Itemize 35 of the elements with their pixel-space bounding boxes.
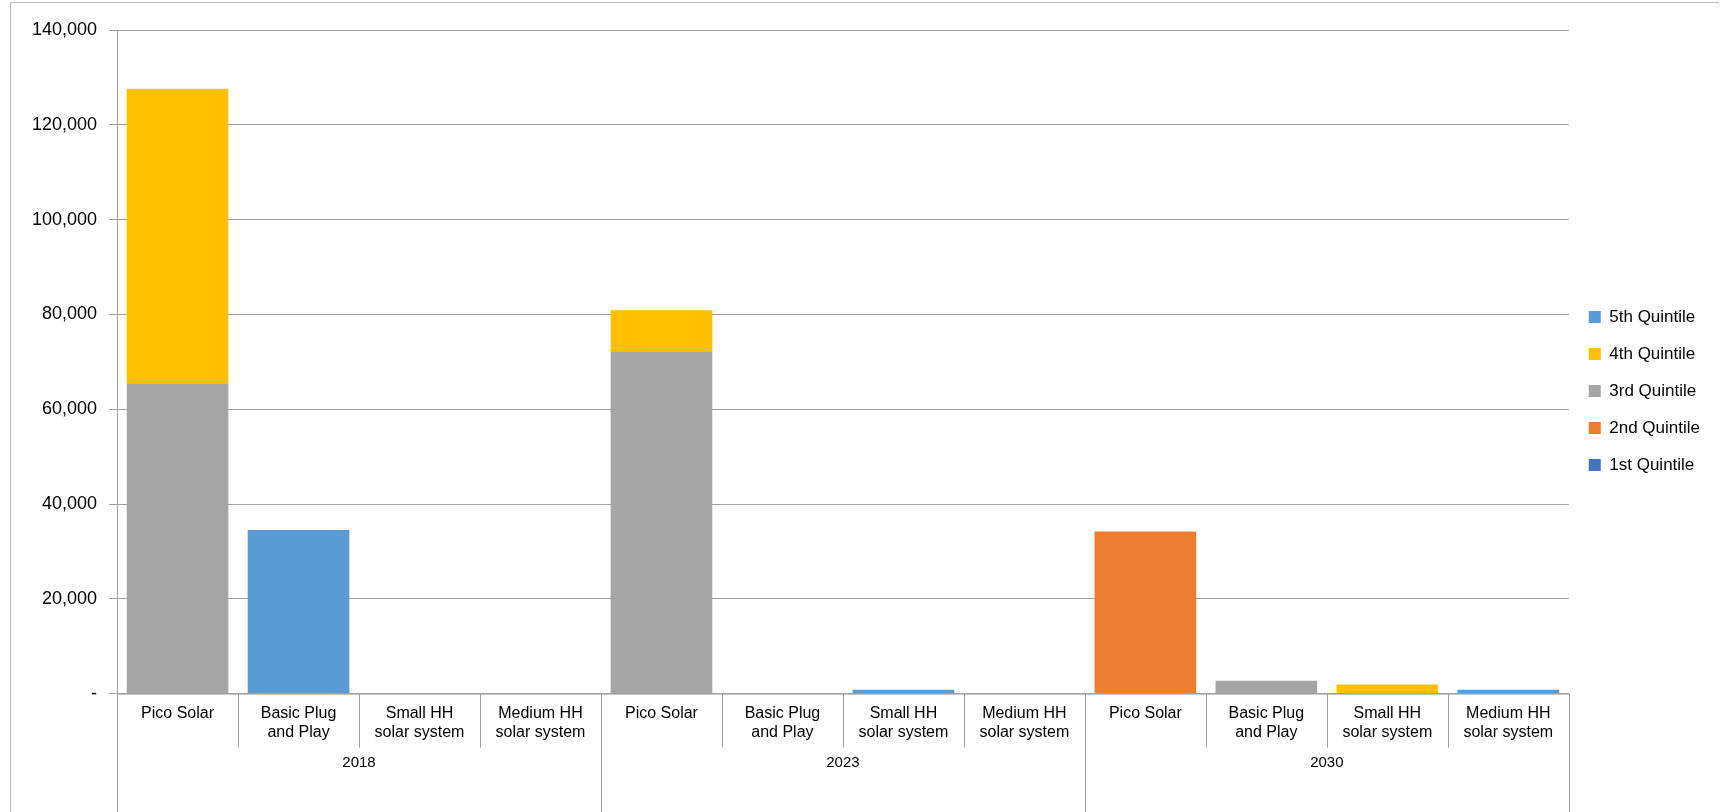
legend-label: 5th Quintile (1609, 306, 1696, 326)
legend-label: 1st Quintile (1609, 454, 1695, 474)
text: 2018 (342, 752, 376, 770)
x-tick-label: Basic Plug and Play (260, 703, 337, 740)
y-tick-label: 140,000 (31, 18, 98, 39)
x-tick-label: Pico Solar (624, 703, 699, 721)
bar (1457, 689, 1560, 694)
bar (1094, 531, 1197, 694)
x-tick-label: Pico Solar (141, 703, 215, 721)
bar (1336, 684, 1439, 694)
y-tick-label: 120,000 (31, 113, 98, 134)
legend-label: 4th Quintile (1609, 343, 1696, 363)
bar (852, 689, 955, 694)
bar (126, 88, 229, 384)
x-tick-label: Small HH solar system (858, 703, 949, 740)
legend-label: 3rd Quintile (1609, 380, 1697, 400)
bar (247, 530, 350, 694)
y-tick-label: - (91, 682, 98, 703)
y-tick-label: 100,000 (31, 208, 98, 229)
bar (610, 310, 713, 352)
x-tick-label: Medium HH solar system (979, 703, 1070, 740)
x-tick-label: Basic Plug and Play (744, 703, 821, 740)
x-tick-label: Medium HH solar system (495, 703, 586, 740)
y-tick-label: 40,000 (42, 492, 98, 513)
y-tick-label: 60,000 (42, 398, 98, 419)
x-tick-label: Pico Solar (1108, 703, 1183, 721)
x-tick-label: Basic Plug and Play (1228, 703, 1305, 740)
x-tick-label: Medium HH solar system (1463, 703, 1554, 740)
x-tick-label: Small HH solar system (1342, 703, 1433, 740)
y-tick-label: 80,000 (42, 303, 98, 324)
text: 2030 (1310, 752, 1344, 770)
x-tick-label: Small HH solar system (374, 703, 465, 740)
y-tick-label: 20,000 (42, 587, 98, 608)
text: 2023 (826, 752, 860, 770)
legend-label: 2nd Quintile (1609, 417, 1701, 437)
